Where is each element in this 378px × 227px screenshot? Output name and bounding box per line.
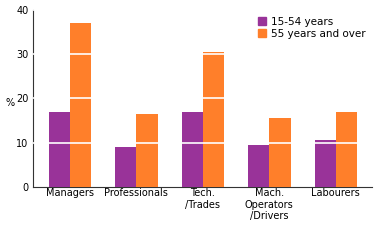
Y-axis label: %: % [6, 98, 15, 108]
Bar [336, 111, 357, 187]
Bar [136, 114, 158, 187]
Bar [49, 111, 70, 187]
Bar [115, 147, 136, 187]
Bar [70, 23, 91, 187]
Bar [203, 52, 224, 187]
Legend: 15-54 years, 55 years and over: 15-54 years, 55 years and over [256, 15, 367, 41]
Bar [248, 145, 269, 187]
Bar [181, 111, 203, 187]
Bar [314, 140, 336, 187]
Bar [269, 118, 291, 187]
